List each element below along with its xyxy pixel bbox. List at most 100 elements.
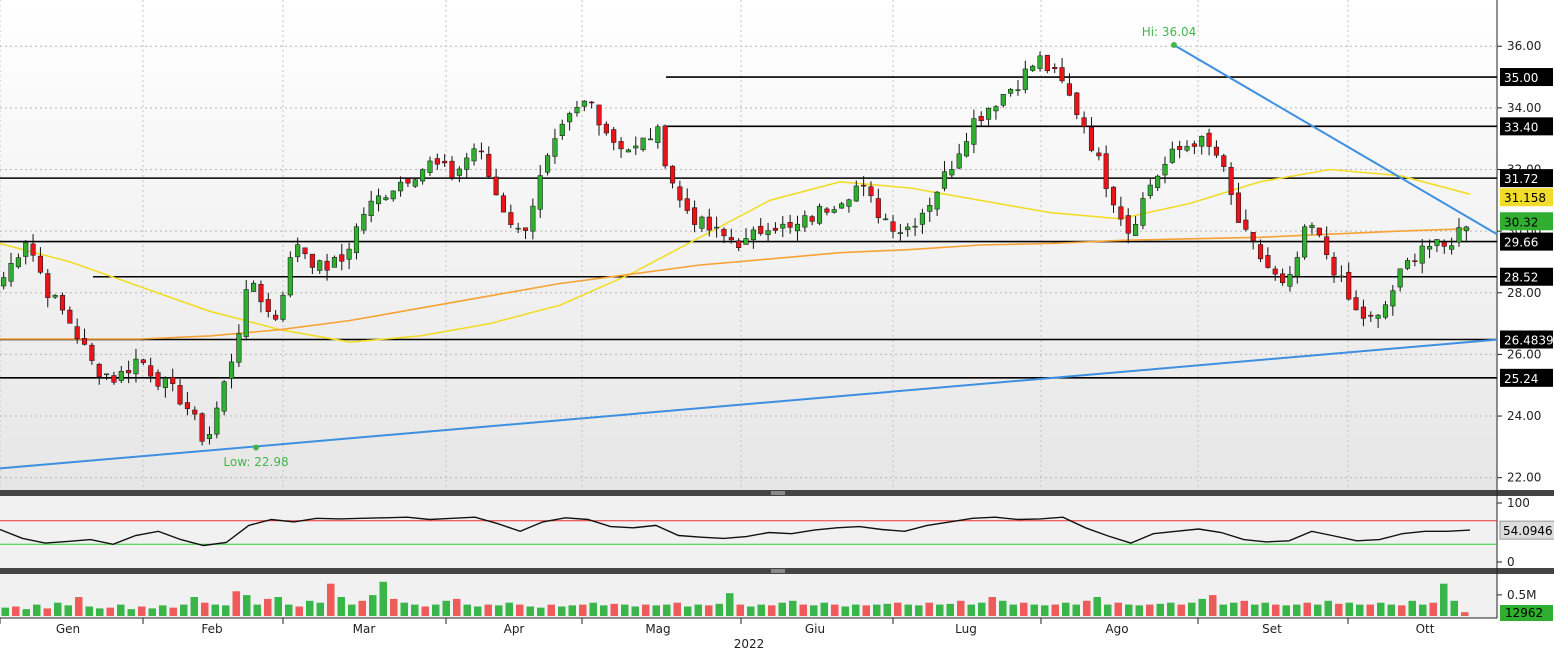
candle-body — [787, 221, 793, 228]
month-label: Feb — [201, 622, 222, 636]
volume-bar — [642, 604, 650, 616]
volume-bar — [1345, 602, 1353, 616]
last-price-badge-bg — [1500, 212, 1553, 231]
candle-body — [978, 116, 984, 121]
volume-bar — [274, 597, 282, 616]
level-label: 31.72 — [1504, 172, 1538, 186]
volume-bar — [715, 603, 723, 616]
panel-divider-handle[interactable] — [771, 491, 785, 495]
volume-bar — [894, 602, 902, 616]
candle-body — [1404, 260, 1411, 269]
candle-body — [736, 240, 742, 248]
level-badge — [1500, 368, 1553, 387]
volume-value-badge: 12962 — [1505, 606, 1543, 620]
volume-bar — [1314, 604, 1322, 616]
candle-body — [522, 227, 529, 231]
candle-body — [772, 227, 778, 231]
candle-body — [37, 255, 43, 273]
candle-body — [1390, 290, 1396, 307]
volume-bar — [306, 600, 314, 616]
volume-bar — [127, 609, 135, 616]
rsi-tick-label: 100 — [1507, 496, 1530, 510]
candle-body — [574, 107, 580, 114]
level-label: 28.52 — [1504, 271, 1538, 285]
volume-bar — [883, 603, 891, 616]
candle-body — [1302, 226, 1308, 258]
candle-body — [537, 175, 543, 210]
volume-bar — [610, 603, 618, 616]
month-label: Apr — [504, 622, 525, 636]
volume-bar — [222, 605, 230, 616]
candle-body — [265, 299, 271, 312]
candle-body — [596, 104, 602, 126]
candle-body — [1213, 146, 1219, 156]
volume-bar — [1272, 604, 1280, 616]
candle-body — [831, 209, 837, 213]
candle-body — [1125, 215, 1131, 234]
candle-body — [1272, 268, 1278, 275]
candle-body — [1250, 232, 1256, 242]
candle-body — [1434, 239, 1440, 246]
volume-bar — [684, 606, 692, 616]
candle-body — [243, 289, 249, 338]
level-label: 33.40 — [1504, 120, 1538, 134]
candle-body — [30, 243, 36, 256]
candle-body — [1044, 54, 1050, 71]
candle-body — [478, 150, 484, 153]
volume-bar — [180, 604, 188, 616]
high-annotation: Hi: 36.04 — [1142, 25, 1197, 39]
candle-body — [486, 153, 492, 177]
candle-body — [1265, 255, 1271, 268]
candle-body — [949, 169, 955, 176]
volume-bar — [85, 606, 93, 616]
candle-body — [780, 223, 786, 229]
candle-body — [1110, 186, 1117, 206]
volume-bar — [1429, 602, 1437, 616]
candle-body — [280, 294, 286, 320]
candle-body — [1397, 268, 1403, 288]
volume-bar — [421, 606, 429, 616]
level-badge — [1500, 267, 1553, 286]
volume-bar — [1083, 600, 1091, 616]
volume-bar — [600, 605, 608, 616]
candle-body — [655, 126, 661, 143]
candle-body — [640, 137, 646, 150]
volume-bar — [925, 602, 933, 616]
volume-bar — [862, 605, 870, 616]
candle-body — [74, 326, 80, 339]
volume-bar — [169, 607, 177, 616]
candle-body — [1449, 245, 1455, 250]
candle-body — [67, 309, 73, 324]
rsi-value-badge: 54.0946 — [1503, 524, 1553, 538]
volume-bar — [1293, 604, 1301, 616]
candle-body — [758, 225, 764, 234]
candle-body — [1140, 198, 1146, 226]
candle-body — [559, 123, 565, 136]
candle-body — [677, 186, 683, 201]
volume-bar — [1020, 602, 1028, 616]
panel-divider-handle[interactable] — [771, 569, 785, 573]
candle-body — [567, 113, 573, 123]
y-tick-label: 34.00 — [1507, 101, 1541, 115]
volume-bar — [1072, 604, 1080, 616]
volume-bar — [1146, 604, 1154, 616]
volume-bar — [841, 606, 849, 616]
level-label: 29.66 — [1504, 236, 1538, 250]
candle-body — [1280, 273, 1286, 284]
candle-body — [890, 221, 896, 232]
level-badge — [1500, 169, 1553, 188]
candle-body — [368, 200, 374, 216]
volume-bar — [1030, 604, 1038, 616]
volume-bar — [1450, 600, 1458, 616]
volume-bar — [1188, 602, 1196, 616]
month-label: Lug — [955, 622, 977, 636]
volume-bar — [43, 608, 51, 616]
volume-bar — [117, 604, 125, 616]
candle-body — [405, 178, 411, 184]
rsi-panel-bg — [0, 496, 1497, 568]
volume-bar — [264, 598, 272, 616]
candle-body — [1441, 241, 1447, 247]
candle-body — [420, 169, 426, 182]
volume-bar — [337, 597, 345, 616]
volume-bar — [201, 602, 209, 616]
